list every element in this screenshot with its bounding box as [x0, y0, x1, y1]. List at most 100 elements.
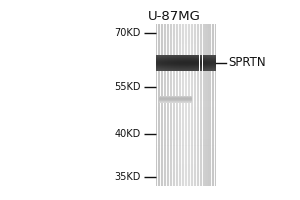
Bar	[164, 69, 165, 70]
Bar	[178, 65, 180, 66]
Bar	[172, 61, 174, 62]
Bar	[192, 56, 194, 57]
Bar	[183, 56, 184, 57]
Bar	[202, 64, 204, 65]
Bar	[208, 55, 210, 56]
Bar	[180, 55, 182, 56]
Bar	[204, 69, 206, 70]
Bar	[195, 24, 196, 186]
Bar	[189, 69, 190, 70]
Bar	[192, 64, 194, 65]
Bar	[192, 65, 194, 66]
Bar	[202, 68, 204, 69]
Bar	[168, 67, 170, 68]
Bar	[183, 68, 184, 69]
Bar	[156, 75, 216, 77]
Bar	[208, 69, 210, 70]
Bar	[174, 57, 176, 58]
Bar	[180, 60, 182, 61]
Bar	[194, 62, 195, 63]
Bar	[159, 66, 160, 67]
Bar	[208, 63, 210, 64]
Bar	[208, 24, 209, 186]
Bar	[188, 59, 189, 60]
Bar	[188, 61, 189, 62]
Bar	[206, 64, 207, 65]
Bar	[159, 62, 160, 63]
Bar	[204, 55, 206, 56]
Bar	[201, 68, 202, 69]
Bar	[201, 67, 202, 68]
Bar	[177, 68, 178, 69]
Bar	[206, 65, 207, 66]
Bar	[192, 59, 194, 60]
Bar	[164, 60, 165, 61]
Bar	[167, 59, 168, 60]
Bar	[201, 61, 202, 62]
Bar	[210, 59, 212, 60]
Bar	[171, 61, 172, 62]
Bar	[212, 61, 213, 62]
Bar	[182, 24, 183, 186]
Bar	[169, 67, 171, 68]
Bar	[167, 55, 168, 56]
Bar	[182, 64, 183, 65]
Bar	[164, 58, 165, 59]
Bar	[156, 141, 216, 143]
Bar	[178, 57, 180, 58]
Bar	[167, 63, 168, 64]
Bar	[183, 65, 184, 66]
Bar	[208, 66, 210, 67]
Bar	[214, 24, 215, 186]
Bar	[184, 63, 186, 64]
Bar	[160, 61, 162, 62]
Bar	[206, 58, 207, 59]
Bar	[164, 61, 165, 62]
Bar	[168, 62, 170, 63]
Bar	[160, 57, 162, 58]
Bar	[164, 64, 165, 65]
Bar	[194, 59, 195, 60]
Bar	[212, 67, 213, 68]
Bar	[159, 69, 160, 70]
Bar	[183, 24, 184, 186]
Bar	[190, 68, 192, 69]
Bar	[165, 63, 166, 64]
Bar	[212, 24, 213, 186]
Bar	[174, 24, 175, 186]
Bar	[202, 67, 204, 68]
Bar	[156, 46, 216, 48]
Bar	[180, 67, 182, 68]
Bar	[195, 61, 196, 62]
Bar	[168, 70, 170, 71]
Bar	[156, 59, 158, 60]
Bar	[164, 63, 165, 64]
Bar	[186, 24, 187, 186]
Bar	[160, 60, 162, 61]
Bar	[208, 70, 210, 71]
Bar	[159, 57, 160, 58]
Bar	[165, 69, 166, 70]
Bar	[169, 69, 171, 70]
Bar	[213, 55, 214, 56]
Bar	[159, 67, 160, 68]
Bar	[180, 66, 182, 67]
Bar	[174, 64, 176, 65]
Bar	[167, 62, 168, 63]
Bar	[160, 58, 162, 59]
Bar	[156, 56, 216, 58]
Bar	[214, 60, 216, 61]
Bar	[156, 97, 216, 99]
Bar	[200, 57, 201, 58]
Bar	[162, 63, 164, 64]
Bar	[194, 65, 195, 66]
Bar	[206, 60, 207, 61]
Bar	[214, 65, 216, 66]
Bar	[179, 24, 180, 186]
Bar	[200, 64, 201, 65]
Bar	[175, 24, 176, 186]
Bar	[200, 63, 201, 64]
Bar	[168, 68, 170, 69]
Bar	[207, 70, 208, 71]
Bar	[178, 70, 180, 71]
